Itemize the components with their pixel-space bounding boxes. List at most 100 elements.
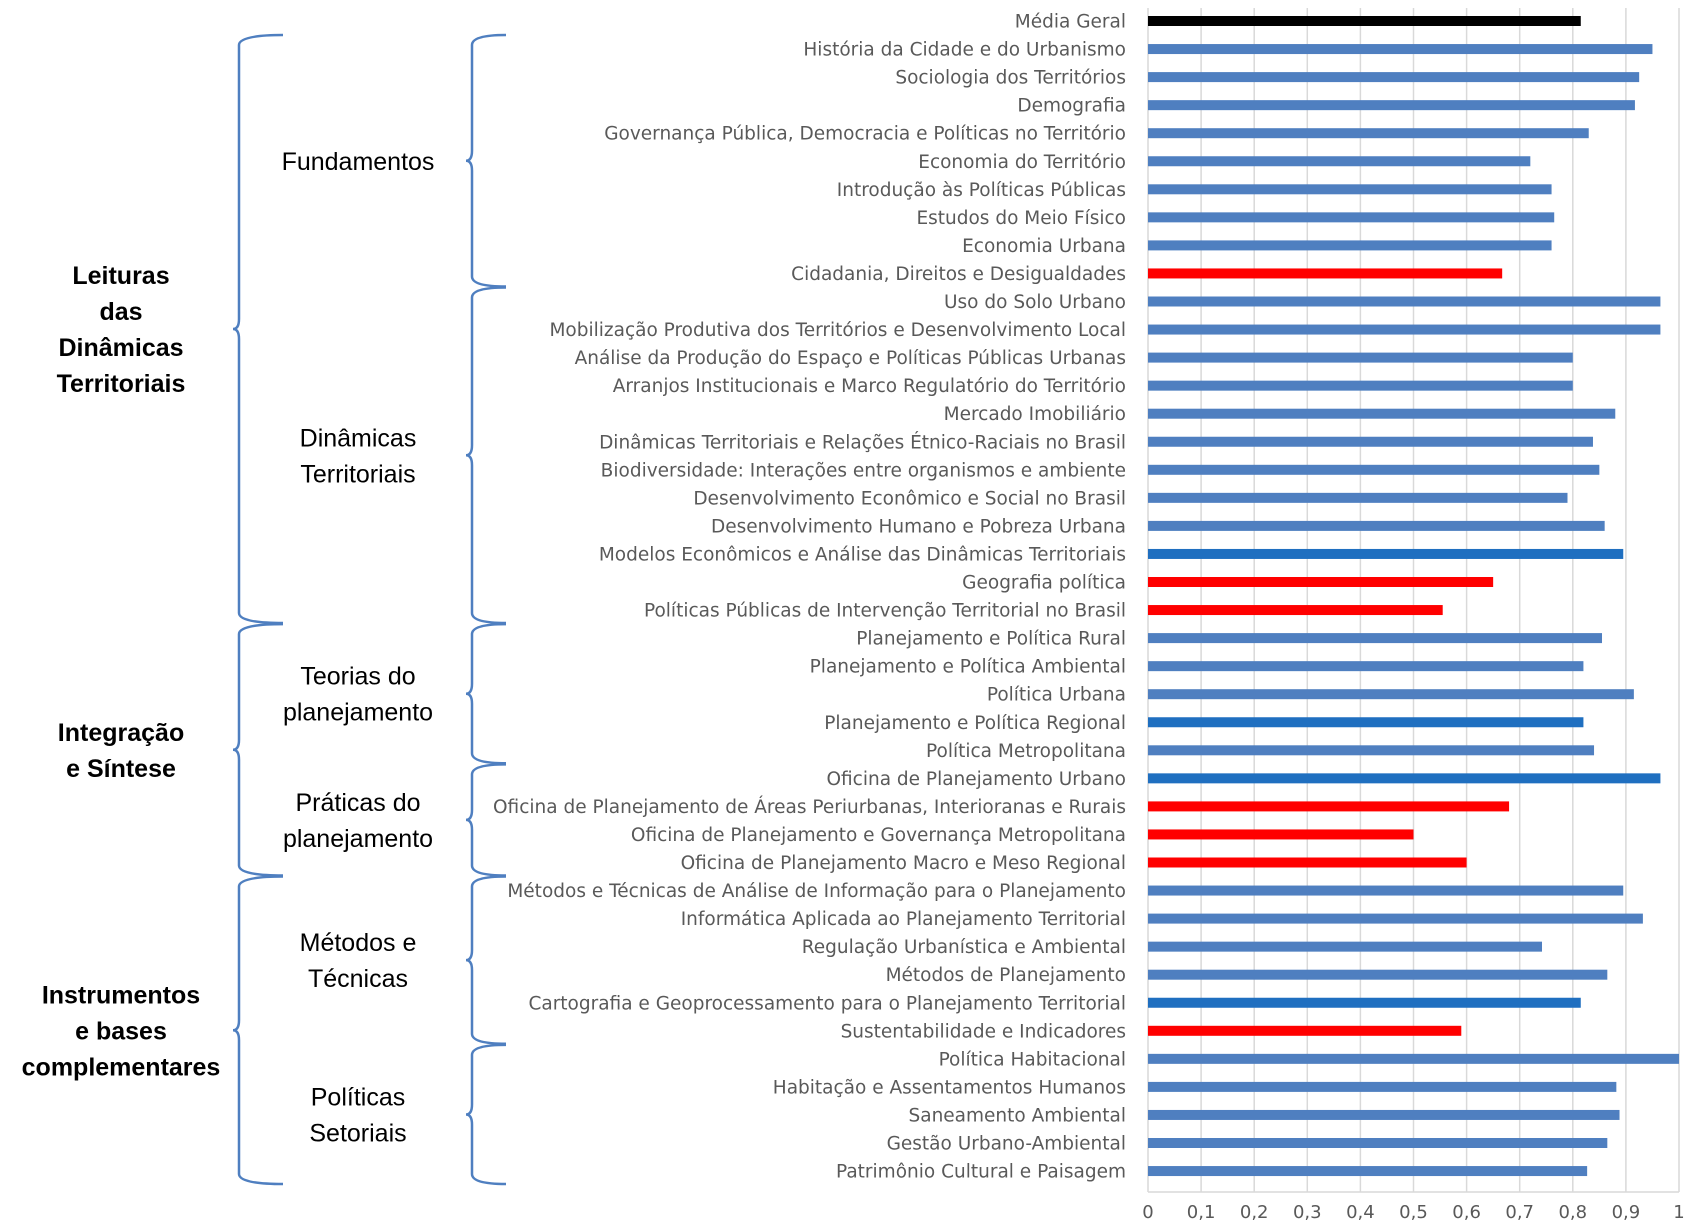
course-label: Geografia política <box>962 573 1126 594</box>
bar <box>1148 492 1568 503</box>
bar <box>1148 436 1593 447</box>
bar <box>1148 44 1653 55</box>
group-label: das <box>99 298 142 326</box>
course-label: Dinâmicas Territoriais e Relações Étnico… <box>599 431 1126 453</box>
course-label: Economia Urbana <box>962 236 1126 257</box>
bar <box>1148 941 1543 952</box>
subgroup-brace <box>465 33 507 288</box>
group-brace <box>232 875 284 1186</box>
bar <box>1148 296 1661 307</box>
subgroup-brace <box>465 622 507 765</box>
bar <box>1148 1025 1462 1036</box>
subgroup-label: Setoriais <box>309 1119 406 1147</box>
subgroup-label: Dinâmicas <box>300 424 417 452</box>
bar <box>1148 352 1573 363</box>
course-label: Desenvolvimento Humano e Pobreza Urbana <box>711 516 1126 537</box>
course-label: Economia do Território <box>918 152 1126 173</box>
course-label: Cidadania, Direitos e Desigualdades <box>791 264 1126 285</box>
course-label: Estudos do Meio Físico <box>916 208 1126 229</box>
course-label: Política Habitacional <box>939 1049 1126 1070</box>
bar <box>1148 773 1661 784</box>
course-label: Habitação e Assentamentos Humanos <box>773 1077 1126 1098</box>
group-label: e bases <box>75 1017 167 1045</box>
course-label: Políticas Públicas de Intervenção Territ… <box>644 601 1126 622</box>
bar <box>1148 717 1584 728</box>
bar <box>1148 1138 1608 1148</box>
x-tick-label: 1 <box>1673 1202 1684 1222</box>
course-label: Biodiversidade: Interações entre organis… <box>601 460 1126 481</box>
x-tick-label: 0,1 <box>1187 1202 1216 1222</box>
subgroup-label: Métodos e <box>300 929 417 957</box>
x-tick-label: 0,5 <box>1399 1202 1428 1222</box>
course-label: Saneamento Ambiental <box>908 1105 1126 1126</box>
bar <box>1148 745 1595 756</box>
course-label: Cartografia e Geoprocessamento para o Pl… <box>528 993 1126 1014</box>
x-tick-label: 0 <box>1142 1202 1153 1222</box>
course-label: Desenvolvimento Econômico e Social no Br… <box>693 488 1126 509</box>
subgroup-label: planejamento <box>283 699 433 727</box>
bar <box>1148 464 1600 475</box>
bar <box>1148 548 1624 559</box>
group-label: complementares <box>22 1053 221 1081</box>
group-brace <box>232 33 284 625</box>
course-label: Patrimônio Cultural e Paisagem <box>836 1162 1126 1183</box>
bar <box>1148 857 1467 868</box>
group-label: Dinâmicas <box>58 334 183 362</box>
x-tick-label: 0,8 <box>1558 1202 1587 1222</box>
x-tick-label: 0,2 <box>1240 1202 1269 1222</box>
bar <box>1148 240 1552 251</box>
course-label: Sustentabilidade e Indicadores <box>841 1021 1126 1042</box>
bar <box>1148 100 1635 111</box>
subgroup-label: Políticas <box>311 1083 405 1111</box>
subgroup-label: Práticas do <box>295 789 420 817</box>
bar <box>1148 1109 1620 1120</box>
course-label: Governança Pública, Democracia e Polític… <box>604 124 1126 145</box>
bar <box>1148 885 1624 896</box>
course-label: Gestão Urbano-Ambiental <box>887 1134 1126 1155</box>
x-tick-label: 0,9 <box>1612 1202 1641 1222</box>
bar <box>1148 829 1414 840</box>
course-label: História da Cidade e do Urbanismo <box>803 40 1126 61</box>
course-label: Oficina de Planejamento Urbano <box>826 769 1126 790</box>
group-label: Integração <box>58 719 184 747</box>
course-label: Planejamento e Política Ambiental <box>810 657 1126 678</box>
bar <box>1148 633 1603 644</box>
bar <box>1148 661 1584 672</box>
course-label: Sociologia dos Territórios <box>895 68 1126 89</box>
course-label: Oficina de Planejamento Macro e Meso Reg… <box>681 853 1126 874</box>
course-label: Média Geral <box>1015 12 1126 33</box>
course-label: Planejamento e Política Regional <box>824 713 1126 734</box>
subgroup-brace <box>465 286 507 625</box>
bar <box>1148 969 1608 980</box>
subgroup-brace <box>465 1043 507 1186</box>
course-label: Política Urbana <box>987 685 1126 706</box>
course-label: Análise da Produção do Espaço e Política… <box>575 348 1126 369</box>
course-label: Introdução às Políticas Públicas <box>837 180 1126 201</box>
x-tick-label: 0,3 <box>1293 1202 1322 1222</box>
group-label: Territoriais <box>57 370 186 398</box>
subgroup-brace <box>465 763 507 877</box>
course-label: Oficina de Planejamento de Áreas Periurb… <box>493 796 1126 818</box>
subgroup-label: Territoriais <box>300 460 415 488</box>
bar <box>1148 913 1643 924</box>
bar <box>1148 1166 1588 1177</box>
x-tick-label: 0,4 <box>1346 1202 1375 1222</box>
group-label: e Síntese <box>66 755 176 783</box>
bar <box>1148 801 1510 812</box>
course-label: Arranjos Institucionais e Marco Regulató… <box>613 376 1126 397</box>
bar <box>1148 1081 1617 1092</box>
course-label: Métodos e Técnicas de Análise de Informa… <box>507 881 1126 902</box>
group-brace <box>232 622 284 877</box>
course-label: Regulação Urbanística e Ambiental <box>802 937 1126 958</box>
bar <box>1148 380 1573 391</box>
subgroup-label: Fundamentos <box>282 148 435 176</box>
bar <box>1148 997 1581 1008</box>
bar <box>1148 605 1443 616</box>
bar <box>1148 212 1555 223</box>
bar <box>1148 184 1552 195</box>
bar <box>1148 520 1605 531</box>
course-label: Informática Aplicada ao Planejamento Ter… <box>681 909 1126 930</box>
bar <box>1148 128 1589 139</box>
